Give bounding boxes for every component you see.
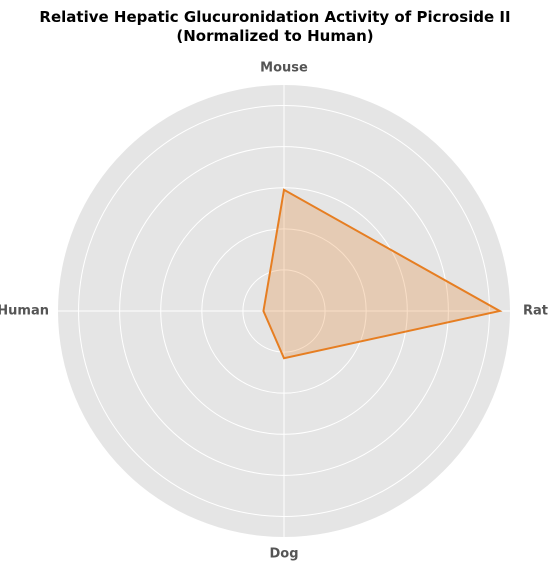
category-label: Dog xyxy=(269,547,298,562)
category-label: Mouse xyxy=(260,61,308,76)
category-label: Human xyxy=(0,304,49,319)
series-area xyxy=(263,189,500,359)
chart-title: Relative Hepatic Glucuronidation Activit… xyxy=(39,8,511,45)
category-label: Rat xyxy=(523,304,548,319)
series-line xyxy=(262,188,503,360)
